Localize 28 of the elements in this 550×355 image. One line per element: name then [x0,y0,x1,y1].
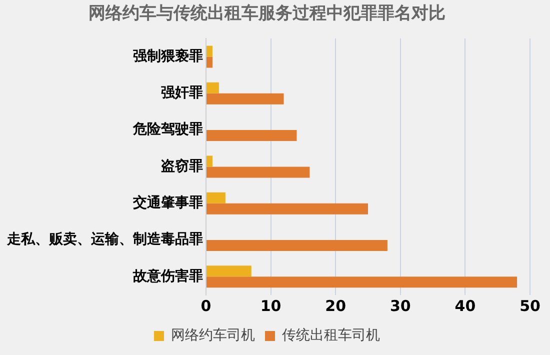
y-tick-label: 走私、贩卖、运输、制造毒品罪 [6,232,203,248]
x-tick-label: 30 [390,296,411,315]
bar [206,266,252,277]
bar [206,46,212,57]
y-tick-label: 强奸罪 [161,85,203,102]
y-tick-label: 盗窃罪 [161,157,203,174]
bar [206,93,284,104]
legend-label: 传统出租车司机 [282,328,380,344]
bar [206,240,388,252]
bar [206,192,226,204]
bar [206,56,212,68]
x-tick-label: 10 [260,296,282,315]
bar [206,276,518,288]
bar [206,203,368,214]
y-tick-label: 故意伤害罪 [132,267,203,284]
y-tick-label: 强制猥亵罪 [133,47,203,64]
x-tick-label: 40 [454,296,476,315]
bar [206,130,297,142]
chart-title: 网络约车与传统出租车服务过程中犯罪罪名对比 [88,4,446,24]
y-tick-label: 交通肇事罪 [132,194,203,211]
y-tick-label: 危险驾驶罪 [132,122,203,138]
x-tick-label: 50 [520,296,540,315]
legend-label: 网络约车司机 [171,328,255,344]
x-tick-label: 20 [325,296,346,315]
bar [206,82,219,94]
x-tick-label: 0 [200,296,212,315]
bar [206,156,212,167]
bar [206,166,310,178]
